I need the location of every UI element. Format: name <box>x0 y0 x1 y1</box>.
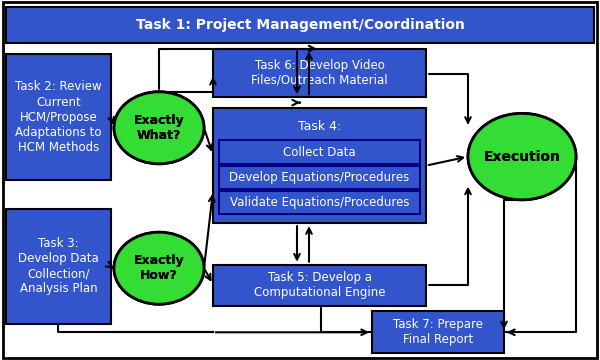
FancyBboxPatch shape <box>6 209 111 324</box>
Text: Collect Data: Collect Data <box>283 145 356 159</box>
Text: Task 2: Review
Current
HCM/Propose
Adaptations to
HCM Methods: Task 2: Review Current HCM/Propose Adapt… <box>15 81 102 153</box>
Ellipse shape <box>468 113 576 200</box>
FancyBboxPatch shape <box>219 191 420 214</box>
Text: Task 3:
Develop Data
Collection/
Analysis Plan: Task 3: Develop Data Collection/ Analysi… <box>18 237 99 296</box>
Text: Task 6: Develop Video
Files/Outreach Material: Task 6: Develop Video Files/Outreach Mat… <box>251 59 388 87</box>
Ellipse shape <box>114 232 204 304</box>
FancyBboxPatch shape <box>213 108 426 223</box>
Ellipse shape <box>114 92 204 164</box>
FancyBboxPatch shape <box>372 311 504 353</box>
FancyBboxPatch shape <box>213 265 426 306</box>
Text: Validate Equations/Procedures: Validate Equations/Procedures <box>230 196 409 209</box>
Ellipse shape <box>468 113 576 200</box>
FancyBboxPatch shape <box>219 140 420 164</box>
Text: Task 7: Prepare
Final Report: Task 7: Prepare Final Report <box>393 318 483 346</box>
Text: Exactly
What?: Exactly What? <box>134 114 184 142</box>
Text: Exactly
What?: Exactly What? <box>134 114 184 142</box>
Ellipse shape <box>114 92 204 164</box>
Text: Task 1: Project Management/Coordination: Task 1: Project Management/Coordination <box>136 18 464 32</box>
FancyBboxPatch shape <box>3 2 597 358</box>
Text: Task 5: Develop a
Computational Engine: Task 5: Develop a Computational Engine <box>254 271 385 299</box>
Text: Task 4:: Task 4: <box>298 120 341 134</box>
Text: Exactly
How?: Exactly How? <box>134 254 184 282</box>
FancyBboxPatch shape <box>6 54 111 180</box>
FancyBboxPatch shape <box>6 7 594 43</box>
Ellipse shape <box>114 232 204 304</box>
FancyBboxPatch shape <box>219 166 420 189</box>
Text: Execution: Execution <box>484 150 560 163</box>
Text: Develop Equations/Procedures: Develop Equations/Procedures <box>229 171 410 184</box>
FancyBboxPatch shape <box>213 49 426 97</box>
Text: Exactly
How?: Exactly How? <box>134 254 184 282</box>
Text: Execution: Execution <box>484 150 560 163</box>
